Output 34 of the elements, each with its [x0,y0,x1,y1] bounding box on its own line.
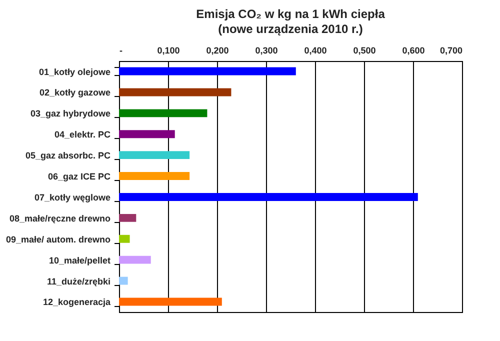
bar [119,276,128,285]
y-tick-label: 11_duże/zrębki [46,276,110,286]
chart-subtitle: (nowe urządzenia 2010 r.) [218,22,363,36]
bar [119,234,130,243]
x-tick-label: 0,200 [206,46,229,56]
x-tick-label: 0,400 [304,46,327,56]
y-tick-label: 08_małe/ręczne drewno [9,213,111,224]
bar [119,109,208,118]
y-tick-label: 02_kotły gazowe [39,88,110,98]
y-tick-label: 06_gaz ICE PC [48,172,111,182]
y-tick-label: 01_kotły olejowe [38,66,110,77]
x-tick-label: - [120,46,122,56]
bar [119,67,296,76]
x-tick-label: 0,300 [255,46,278,56]
bar [119,298,222,306]
y-tick-label: 09_małe/ autom. drewno [6,234,111,244]
chart-title: Emisja CO₂ w kg na 1 kWh ciepła [196,7,386,21]
bar [119,88,232,96]
x-tick-label: 0,700 [440,46,462,56]
bar [119,130,175,138]
y-tick-label: 07_kotły węglowe [34,192,110,202]
x-tick-label: 0,500 [353,46,376,56]
y-tick-label: 03_gaz hybrydowe [30,108,110,119]
x-tick-label: 0,600 [402,46,425,56]
bar [119,151,190,160]
y-tick-label: 10_małe/pellet [48,255,110,266]
y-tick-label: 12_kogeneracja [42,297,112,308]
bar [119,172,190,180]
y-tick-label: 04_elektr. PC [54,130,111,140]
x-tick-label: 0,100 [157,46,180,56]
bar [119,214,136,222]
y-tick-label: 05_gaz absorbc. PC [25,150,111,161]
bar [119,256,151,264]
bar [119,192,418,201]
